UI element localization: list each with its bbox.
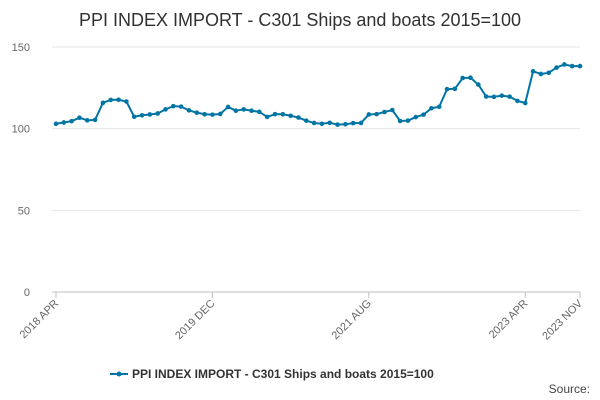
data-point[interactable]: [335, 122, 340, 127]
data-point[interactable]: [147, 112, 153, 117]
data-point[interactable]: [77, 115, 82, 121]
data-point[interactable]: [483, 94, 489, 99]
data-point[interactable]: [491, 94, 497, 100]
data-point[interactable]: [413, 114, 419, 120]
data-point[interactable]: [131, 114, 137, 120]
data-point[interactable]: [217, 111, 223, 117]
data-point[interactable]: [202, 111, 207, 117]
x-axis: 2018 APR 2019 DEC 2021 AUG 2023 APR 2023 NOV: [18, 292, 586, 342]
y-tick-label: 50: [18, 205, 30, 217]
legend-label: PPI INDEX IMPORT - C301 Ships and boats …: [132, 367, 434, 381]
data-point[interactable]: [366, 112, 372, 117]
x-tick-label: 2023 APR: [487, 298, 531, 342]
data-point[interactable]: [178, 104, 184, 109]
data-point[interactable]: [507, 94, 512, 99]
chart-title: PPI INDEX IMPORT - C301 Ships and boats …: [79, 10, 521, 30]
data-point[interactable]: [374, 111, 379, 117]
data-point[interactable]: [288, 113, 293, 119]
data-point[interactable]: [436, 104, 442, 110]
x-tick-label: 2019 DEC: [173, 298, 217, 342]
data-point[interactable]: [92, 117, 98, 123]
gridlines: [52, 46, 580, 293]
data-point[interactable]: [139, 112, 145, 118]
data-point[interactable]: [530, 69, 536, 74]
data-point[interactable]: [546, 70, 552, 76]
data-point[interactable]: [280, 111, 286, 117]
data-point[interactable]: [272, 111, 278, 117]
data-point[interactable]: [311, 120, 317, 126]
data-point[interactable]: [249, 108, 254, 113]
y-axis: 0 50 100 150: [12, 42, 30, 299]
data-point[interactable]: [186, 108, 192, 113]
y-tick-label: 0: [24, 287, 30, 299]
data-point[interactable]: [452, 86, 458, 92]
data-point[interactable]: [124, 99, 129, 104]
data-point[interactable]: [515, 98, 520, 104]
data-point[interactable]: [257, 109, 262, 115]
data-point[interactable]: [116, 97, 121, 103]
y-tick-label: 150: [12, 42, 30, 54]
data-point[interactable]: [554, 65, 559, 70]
data-point[interactable]: [429, 105, 434, 111]
x-tick-label: 2021 AUG: [330, 298, 374, 342]
data-point[interactable]: [241, 107, 247, 112]
data-point[interactable]: [382, 109, 387, 115]
source-label: Source:: [549, 382, 590, 396]
data-point[interactable]: [225, 104, 231, 110]
data-point[interactable]: [84, 118, 90, 123]
data-point[interactable]: [569, 63, 575, 69]
legend-point-marker: [116, 371, 122, 377]
data-point[interactable]: [358, 120, 364, 126]
series-line-group: [53, 62, 583, 127]
data-point[interactable]: [499, 93, 505, 98]
data-point[interactable]: [108, 97, 114, 103]
data-point[interactable]: [61, 120, 67, 125]
data-point[interactable]: [538, 71, 544, 77]
data-point[interactable]: [303, 118, 309, 123]
data-point[interactable]: [468, 75, 473, 81]
data-point[interactable]: [421, 112, 426, 117]
data-point[interactable]: [296, 115, 301, 120]
data-point[interactable]: [69, 118, 74, 124]
legend[interactable]: PPI INDEX IMPORT - C301 Ships and boats …: [110, 367, 434, 381]
data-point[interactable]: [476, 82, 481, 87]
data-point[interactable]: [233, 108, 239, 113]
y-tick-label: 100: [12, 124, 30, 136]
data-point[interactable]: [210, 112, 215, 117]
data-point[interactable]: [397, 118, 403, 124]
data-point[interactable]: [100, 100, 106, 106]
x-tick-label: 2023 NOV: [540, 297, 585, 342]
data-point[interactable]: [319, 121, 325, 127]
data-point[interactable]: [194, 110, 200, 115]
data-point[interactable]: [350, 120, 356, 126]
data-point[interactable]: [155, 111, 160, 116]
data-point[interactable]: [264, 114, 270, 120]
data-point[interactable]: [522, 100, 528, 106]
data-point[interactable]: [343, 121, 348, 127]
x-tick-label: 2018 APR: [18, 298, 62, 342]
data-point[interactable]: [53, 121, 59, 127]
data-point[interactable]: [171, 103, 176, 109]
data-point[interactable]: [389, 107, 395, 113]
data-point[interactable]: [577, 63, 583, 69]
data-point[interactable]: [327, 120, 333, 126]
data-point[interactable]: [444, 86, 450, 92]
data-point[interactable]: [562, 62, 567, 67]
data-point[interactable]: [163, 107, 168, 112]
data-point[interactable]: [460, 75, 465, 81]
data-point[interactable]: [405, 118, 411, 123]
